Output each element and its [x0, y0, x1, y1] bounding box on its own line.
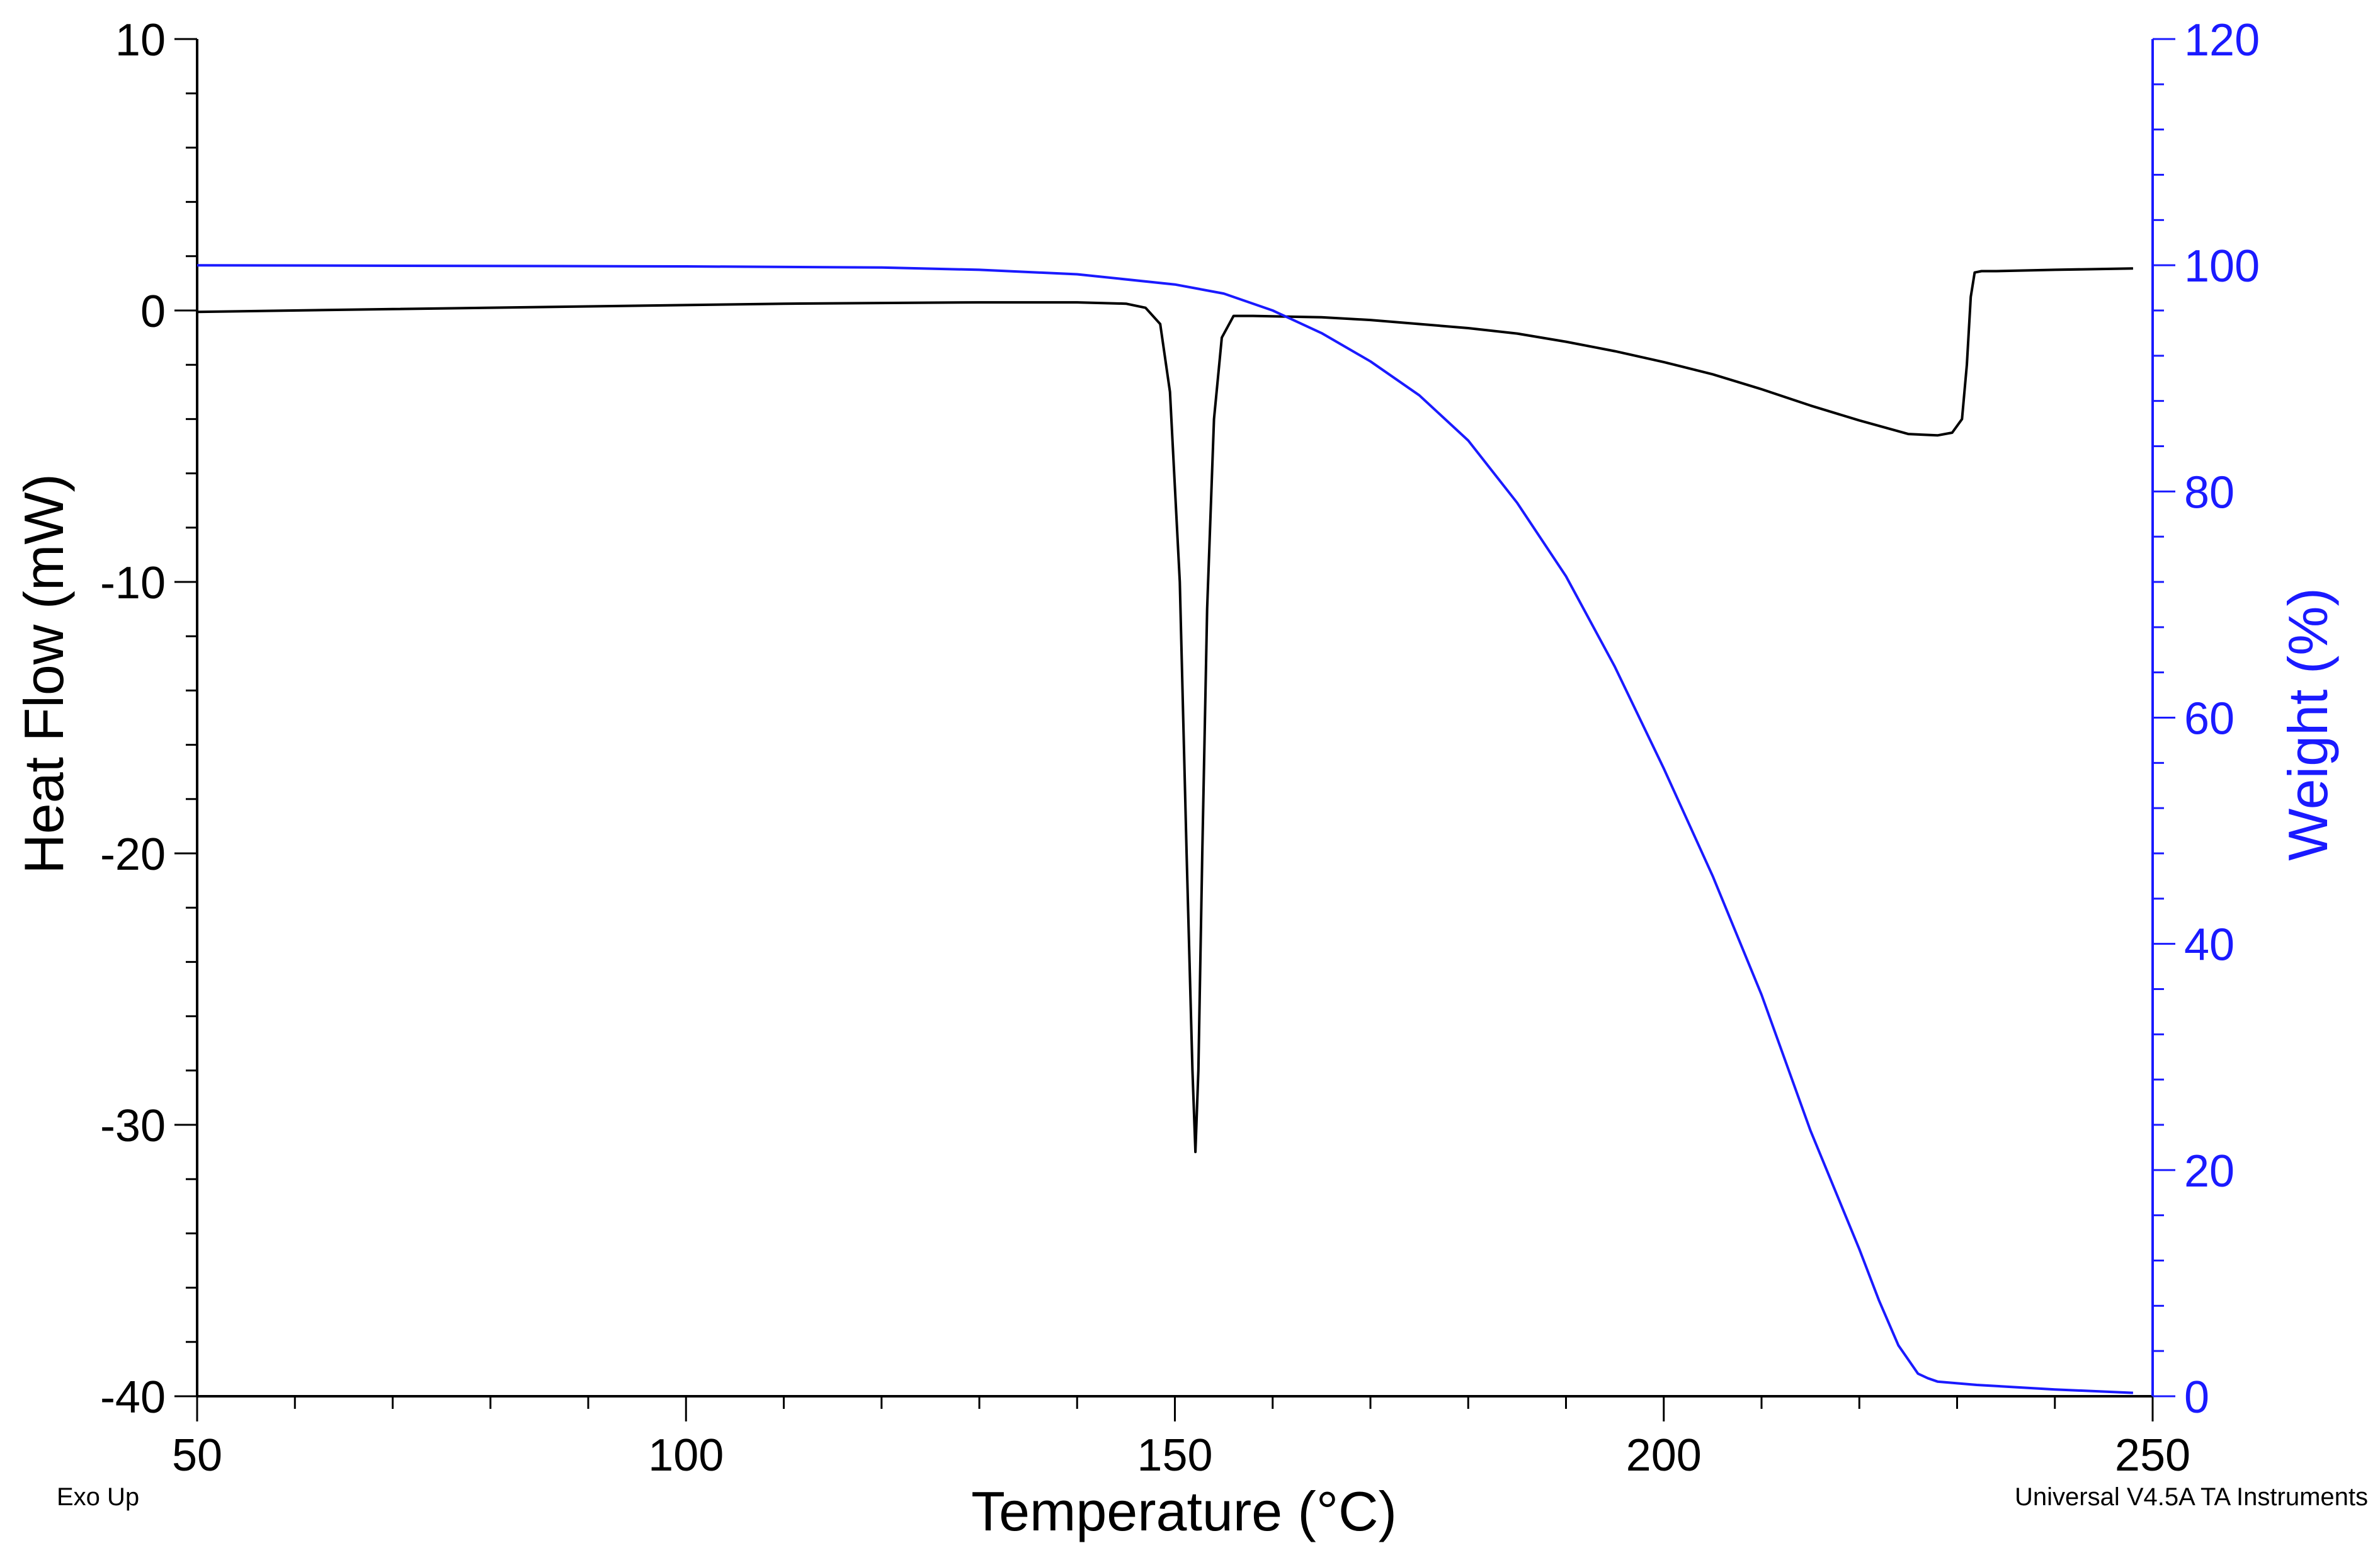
y-left-tick-label: -30: [100, 1101, 166, 1151]
y-right-tick-label: 0: [2184, 1372, 2209, 1423]
y-right-tick-label: 100: [2184, 241, 2260, 292]
y-right-tick-label: 40: [2184, 920, 2235, 971]
y-right-tick-label: 80: [2184, 467, 2235, 518]
y-left-tick-label: -10: [100, 558, 166, 608]
y-left-tick-label: -20: [100, 829, 166, 880]
y-left-tick-label: 0: [140, 287, 166, 337]
x-tick-label: 100: [648, 1430, 724, 1481]
heat-flow-series-line: [196, 267, 2133, 1154]
y-left-tick-label: -40: [100, 1372, 166, 1423]
y-left-tick-label: 10: [115, 15, 166, 65]
y-right-tick-label: 120: [2184, 15, 2260, 65]
x-tick-label: 250: [2115, 1430, 2190, 1481]
y-left-axis-title: Heat Flow (mW): [13, 474, 75, 874]
x-tick-label: 50: [172, 1430, 222, 1481]
y-right-axis-title: Weight (%): [2277, 588, 2339, 861]
instrument-label: Universal V4.5A TA Instruments: [2015, 1483, 2368, 1511]
y-right-tick-label: 20: [2184, 1146, 2235, 1197]
x-tick-label: 200: [1626, 1430, 1702, 1481]
y-right-tick-label: 60: [2184, 694, 2235, 744]
weight-series-line: [196, 264, 2133, 1394]
x-axis-title: Temperature (°C): [971, 1480, 1397, 1542]
x-tick-label: 150: [1137, 1430, 1212, 1481]
exo-up-label: Exo Up: [57, 1483, 139, 1511]
